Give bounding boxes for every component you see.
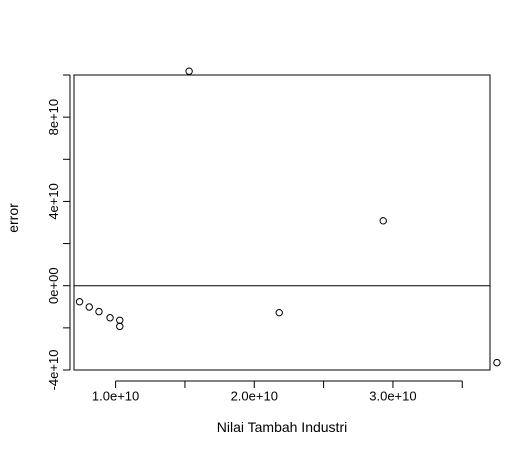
- x-axis-title: Nilai Tambah Industri: [217, 419, 347, 435]
- x-axis: 1.0e+10 2.0e+10 3.0e+10: [92, 380, 463, 404]
- y-axis-title: error: [5, 203, 21, 233]
- data-point: [379, 217, 387, 225]
- y-tick-label: 0e+00: [46, 267, 61, 304]
- data-points: [75, 67, 501, 367]
- y-tick-label: 4e+10: [46, 183, 61, 220]
- data-point: [275, 308, 283, 317]
- x-tick-label: 3.0e+10: [369, 389, 416, 404]
- y-axis: -4e+10 0e+00 4e+10 8e+10: [46, 74, 71, 391]
- data-point: [75, 298, 84, 306]
- x-tick-label: 2.0e+10: [231, 389, 278, 404]
- data-point: [95, 307, 103, 316]
- data-point: [106, 314, 114, 322]
- data-point: [116, 322, 124, 331]
- x-tick-label: 1.0e+10: [92, 389, 139, 404]
- plot-frame: [73, 74, 491, 371]
- y-tick-label: -4e+10: [46, 350, 61, 391]
- data-point: [185, 67, 193, 75]
- data-point: [116, 316, 124, 324]
- data-point: [85, 303, 93, 311]
- y-tick-label: 8e+10: [46, 99, 61, 136]
- data-point: [493, 358, 501, 367]
